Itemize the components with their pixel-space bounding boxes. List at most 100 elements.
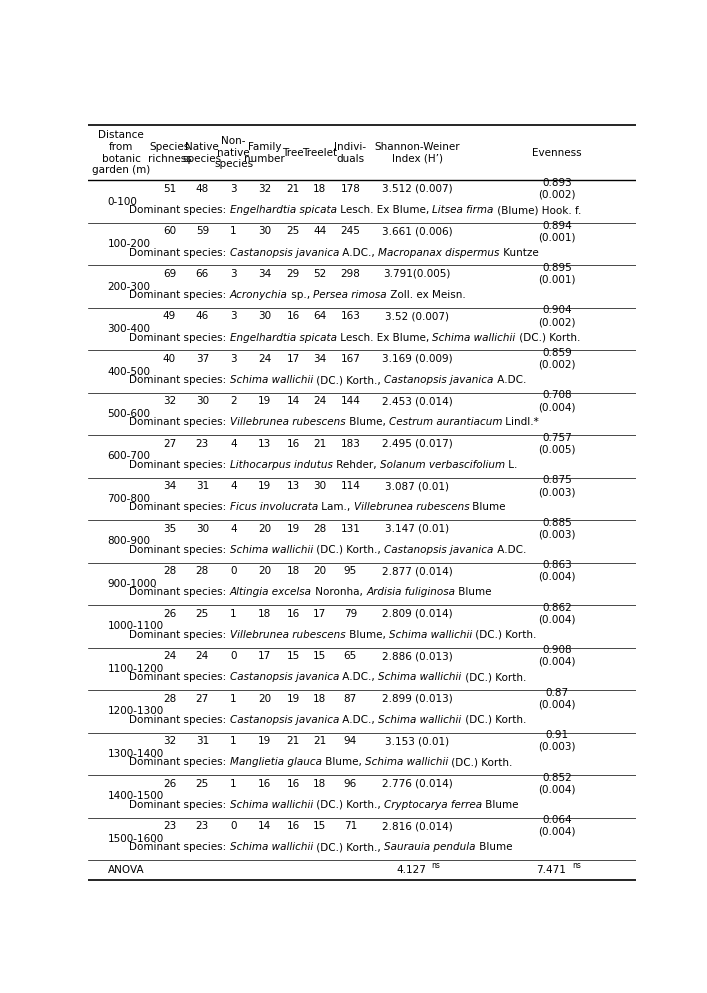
Text: 19: 19 (258, 736, 271, 746)
Text: 0: 0 (230, 821, 237, 831)
Text: Lesch. Ex Blume,: Lesch. Ex Blume, (337, 206, 433, 215)
Text: Dominant species:: Dominant species: (129, 799, 230, 810)
Text: 0.862
(0.004): 0.862 (0.004) (538, 603, 575, 625)
Text: 0: 0 (230, 651, 237, 661)
Text: Dominant species:: Dominant species: (129, 375, 230, 385)
Text: 1: 1 (230, 226, 237, 236)
Text: ns: ns (572, 861, 581, 870)
Text: 0.87
(0.004): 0.87 (0.004) (538, 688, 575, 709)
Text: Castanopsis javanica: Castanopsis javanica (230, 672, 339, 682)
Text: Castanopsis javanica: Castanopsis javanica (230, 247, 339, 257)
Text: Castanopsis javanica: Castanopsis javanica (384, 545, 493, 555)
Text: (Blume) Hook. f.: (Blume) Hook. f. (494, 206, 581, 215)
Text: Dominant species:: Dominant species: (129, 842, 230, 852)
Text: Dominant species:: Dominant species: (129, 290, 230, 300)
Text: Villebrunea rubescens: Villebrunea rubescens (230, 417, 346, 427)
Text: 17: 17 (286, 354, 300, 363)
Text: 25: 25 (196, 609, 209, 619)
Text: 23: 23 (163, 821, 176, 831)
Text: 30: 30 (196, 396, 209, 406)
Text: 19: 19 (286, 694, 300, 704)
Text: 52: 52 (313, 269, 326, 279)
Text: 31: 31 (196, 736, 209, 746)
Text: 30: 30 (258, 311, 271, 322)
Text: Shannon-Weiner
Index (H’): Shannon-Weiner Index (H’) (374, 142, 460, 164)
Text: 1200-1300: 1200-1300 (107, 706, 164, 716)
Text: 2.809 (0.014): 2.809 (0.014) (382, 609, 452, 619)
Text: Blume,: Blume, (346, 630, 389, 639)
Text: 4: 4 (230, 523, 237, 533)
Text: 16: 16 (286, 439, 300, 449)
Text: 200-300: 200-300 (107, 282, 151, 292)
Text: 500-600: 500-600 (107, 409, 151, 419)
Text: 21: 21 (286, 736, 300, 746)
Text: Dominant species:: Dominant species: (129, 333, 230, 343)
Text: 48: 48 (196, 184, 209, 194)
Text: 25: 25 (196, 779, 209, 788)
Text: 29: 29 (286, 269, 300, 279)
Text: 94: 94 (344, 736, 357, 746)
Text: 0.863
(0.004): 0.863 (0.004) (538, 560, 575, 582)
Text: 700-800: 700-800 (107, 494, 151, 504)
Text: Lithocarpus indutus: Lithocarpus indutus (230, 460, 333, 470)
Text: 35: 35 (163, 523, 176, 533)
Text: 27: 27 (163, 439, 176, 449)
Text: (DC.) Korth.,: (DC.) Korth., (313, 375, 384, 385)
Text: 3.147 (0.01): 3.147 (0.01) (385, 523, 449, 533)
Text: 26: 26 (163, 779, 176, 788)
Text: 0.757
(0.005): 0.757 (0.005) (538, 433, 575, 455)
Text: Schima wallichii: Schima wallichii (230, 842, 313, 852)
Text: Schima wallichii: Schima wallichii (230, 799, 313, 810)
Text: 79: 79 (344, 609, 357, 619)
Text: 0.885
(0.003): 0.885 (0.003) (538, 518, 575, 539)
Text: 0.859
(0.002): 0.859 (0.002) (538, 348, 575, 369)
Text: 37: 37 (196, 354, 209, 363)
Text: Blume: Blume (482, 799, 519, 810)
Text: Acronychia: Acronychia (230, 290, 288, 300)
Text: 2.886 (0.013): 2.886 (0.013) (382, 651, 452, 661)
Text: 3.512 (0.007): 3.512 (0.007) (382, 184, 452, 194)
Text: Kuntze: Kuntze (500, 247, 539, 257)
Text: 69: 69 (163, 269, 176, 279)
Text: 19: 19 (258, 396, 271, 406)
Text: 34: 34 (313, 354, 326, 363)
Text: Blume,: Blume, (322, 758, 365, 768)
Text: Cestrum aurantiacum: Cestrum aurantiacum (389, 417, 502, 427)
Text: 24: 24 (196, 651, 209, 661)
Text: Cryptocarya ferrea: Cryptocarya ferrea (384, 799, 482, 810)
Text: 1300-1400: 1300-1400 (107, 749, 164, 759)
Text: 800-900: 800-900 (107, 536, 151, 546)
Text: 40: 40 (163, 354, 176, 363)
Text: A.DC.: A.DC. (493, 375, 526, 385)
Text: 32: 32 (163, 396, 176, 406)
Text: 34: 34 (258, 269, 271, 279)
Text: 245: 245 (340, 226, 361, 236)
Text: Castanopsis javanica: Castanopsis javanica (384, 375, 493, 385)
Text: 21: 21 (313, 736, 326, 746)
Text: 3: 3 (230, 311, 237, 322)
Text: 0.708
(0.004): 0.708 (0.004) (538, 390, 575, 412)
Text: 19: 19 (258, 482, 271, 492)
Text: 16: 16 (258, 779, 271, 788)
Text: 100-200: 100-200 (107, 239, 151, 249)
Text: Dominant species:: Dominant species: (129, 417, 230, 427)
Text: 2.816 (0.014): 2.816 (0.014) (382, 821, 452, 831)
Text: 20: 20 (258, 694, 271, 704)
Text: Engelhardtia spicata: Engelhardtia spicata (230, 333, 337, 343)
Text: 13: 13 (286, 482, 300, 492)
Text: 17: 17 (258, 651, 271, 661)
Text: 28: 28 (313, 523, 326, 533)
Text: 14: 14 (258, 821, 271, 831)
Text: 2.495 (0.017): 2.495 (0.017) (382, 439, 452, 449)
Text: 30: 30 (258, 226, 271, 236)
Text: 0-100: 0-100 (107, 197, 137, 207)
Text: 46: 46 (196, 311, 209, 322)
Text: 31: 31 (196, 482, 209, 492)
Text: 18: 18 (258, 609, 271, 619)
Text: Castanopsis javanica: Castanopsis javanica (230, 715, 339, 725)
Text: 24: 24 (163, 651, 176, 661)
Text: 3.169 (0.009): 3.169 (0.009) (382, 354, 452, 363)
Text: 26: 26 (163, 609, 176, 619)
Text: 24: 24 (313, 396, 326, 406)
Text: (DC.) Korth.: (DC.) Korth. (472, 630, 537, 639)
